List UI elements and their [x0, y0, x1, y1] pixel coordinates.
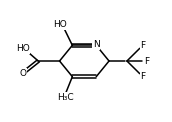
Text: HO: HO	[16, 44, 30, 53]
Text: O: O	[19, 69, 26, 78]
Text: H₃C: H₃C	[57, 93, 74, 102]
Text: F: F	[144, 56, 149, 66]
Text: HO: HO	[53, 20, 67, 29]
Text: N: N	[93, 40, 100, 49]
Text: F: F	[141, 41, 146, 50]
Text: F: F	[141, 72, 146, 81]
